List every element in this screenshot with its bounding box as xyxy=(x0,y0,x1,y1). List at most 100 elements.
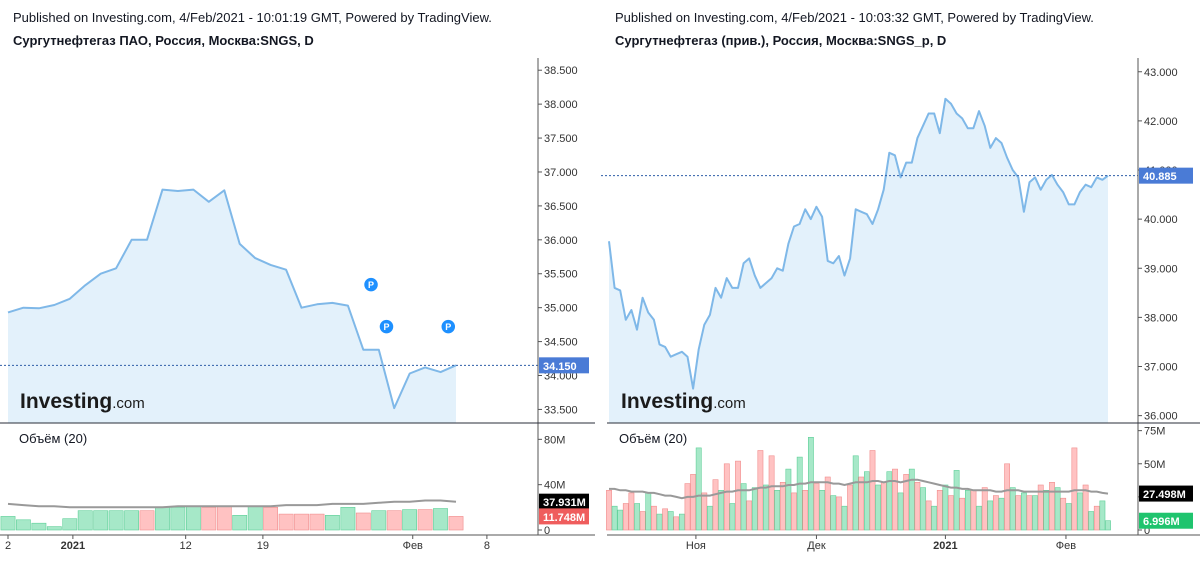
right-volume-bars xyxy=(606,436,1111,531)
left-volume-bar xyxy=(139,510,155,531)
right-watermark-word: Investing xyxy=(621,390,713,413)
right-volume-bar xyxy=(892,468,898,531)
left-volume-tick-label: 40M xyxy=(544,480,565,492)
right-volume-bar xyxy=(779,481,786,531)
right-volume-bar xyxy=(1099,500,1106,531)
left-volume-bar xyxy=(0,516,16,531)
left-watermark-logo: Investing.com xyxy=(20,390,145,413)
left-dividend-marker-label: P xyxy=(368,280,374,290)
left-volume-bar xyxy=(124,510,139,531)
left-price-tick-label: 38.500 xyxy=(544,65,578,77)
left-volume-bar xyxy=(278,513,294,531)
left-volume-bar xyxy=(15,519,31,531)
left-dividend-marker-label: P xyxy=(445,322,451,332)
left-dividend-marker-circle[interactable] xyxy=(378,318,395,335)
left-volume-bar xyxy=(417,509,433,531)
left-price-area-layer xyxy=(7,188,457,423)
right-volume-bar xyxy=(667,511,674,531)
right-volume-bar xyxy=(622,503,629,531)
right-price-tick-label: 38.000 xyxy=(1144,312,1178,324)
left-dividend-marker[interactable]: P xyxy=(362,276,380,293)
right-time-tick-label: 2021 xyxy=(933,540,957,552)
left-chart-title: Сургутнефтегаз ПАО, Россия, Москва:SNGS,… xyxy=(13,33,314,48)
left-watermark-word: Investing xyxy=(20,390,112,413)
left-volume-bar xyxy=(386,510,402,531)
right-volume-bar xyxy=(712,479,719,531)
right-volume-bar xyxy=(695,447,702,531)
left-volume-bar xyxy=(309,513,325,531)
left-volume-bar xyxy=(433,508,448,531)
left-dividend-marker-circle[interactable] xyxy=(362,276,380,293)
left-dividend-marker[interactable]: P xyxy=(440,318,457,335)
left-price-tick-label: 33.500 xyxy=(544,404,578,416)
right-volume-bar xyxy=(1015,495,1022,531)
right-volume-bar xyxy=(639,511,646,531)
left-price-tick-label: 35.000 xyxy=(544,303,578,315)
right-volume-bar xyxy=(729,503,736,531)
left-volume-bar xyxy=(263,506,278,531)
right-volume-bar xyxy=(662,508,668,531)
left-volume-bar xyxy=(294,513,309,531)
left-volume-ma-tag: 37.931M xyxy=(543,497,586,509)
right-volume-bar xyxy=(1049,481,1055,531)
right-volume-bar xyxy=(908,468,915,531)
left-dividend-marker-circle[interactable] xyxy=(440,318,457,335)
right-volume-bar xyxy=(981,487,988,531)
left-volume-bar xyxy=(247,505,263,531)
right-volume-bar xyxy=(706,505,713,531)
right-volume-bar xyxy=(701,492,708,531)
left-volume-label: Объём (20) xyxy=(19,431,87,446)
svg-text:Investing.com: Investing.com xyxy=(621,390,746,413)
right-volume-bar xyxy=(785,468,792,531)
left-volume-bar xyxy=(186,505,201,531)
right-volume-ma-tag: 27.498M xyxy=(1143,489,1186,501)
left-price-tick-label: 35.500 xyxy=(544,269,578,281)
left-volume-bar xyxy=(232,514,248,531)
right-chart-panel: Published on Investing.com, 4/Feb/2021 -… xyxy=(601,10,1200,552)
right-volume-bar xyxy=(1088,511,1095,531)
right-volume-bar xyxy=(673,516,680,531)
right-volume-bar xyxy=(880,481,887,531)
left-volume-tick-label: 80M xyxy=(544,434,565,446)
right-volume-bar xyxy=(791,492,797,531)
right-price-series-line xyxy=(608,97,1109,390)
right-volume-bar xyxy=(746,500,753,531)
right-price-tick-label: 40.000 xyxy=(1144,214,1178,226)
left-chart-panel: Published on Investing.com, 4/Feb/2021 -… xyxy=(0,10,595,552)
right-volume-bar xyxy=(987,500,994,531)
right-time-tick-label: Ноя xyxy=(686,540,706,552)
right-volume-bar xyxy=(886,471,893,531)
left-volume-bar xyxy=(170,506,186,531)
right-volume-bar xyxy=(959,497,966,531)
right-volume-ma-line xyxy=(609,478,1109,500)
left-time-tick-label: 19 xyxy=(257,540,269,552)
left-price-series-line xyxy=(7,188,457,410)
right-volume-bar xyxy=(1105,520,1111,531)
left-dividend-marker[interactable]: P xyxy=(378,318,395,335)
right-volume-bar xyxy=(1093,505,1100,531)
right-volume-bar xyxy=(813,483,820,531)
right-volume-bar xyxy=(830,495,837,531)
right-price-area-fill xyxy=(609,98,1108,424)
right-volume-last-tag: 6.996M xyxy=(1143,516,1180,528)
left-time-tick-label: Фев xyxy=(403,540,423,552)
left-volume-bar xyxy=(201,506,217,531)
left-dividend-marker-label: P xyxy=(383,322,389,332)
right-volume-bar xyxy=(611,505,618,531)
right-volume-bar xyxy=(841,505,848,531)
right-watermark-suffix: .com xyxy=(713,395,746,412)
left-volume-bar xyxy=(371,510,387,531)
left-volume-bar xyxy=(155,506,170,531)
left-last-price-tag: 34.150 xyxy=(543,361,577,373)
left-volume-bar xyxy=(31,522,47,531)
left-last-price-tag-bg xyxy=(539,357,589,374)
right-volume-bar xyxy=(925,500,932,531)
left-publish-header: Published on Investing.com, 4/Feb/2021 -… xyxy=(13,10,492,25)
right-price-tick-label: 37.000 xyxy=(1144,362,1178,374)
left-volume-ma-line xyxy=(7,499,457,509)
left-volume-bar xyxy=(77,510,93,531)
left-volume-bar xyxy=(355,512,371,531)
left-volume-bar xyxy=(448,516,464,531)
right-last-price-tag: 40.885 xyxy=(1143,171,1177,183)
